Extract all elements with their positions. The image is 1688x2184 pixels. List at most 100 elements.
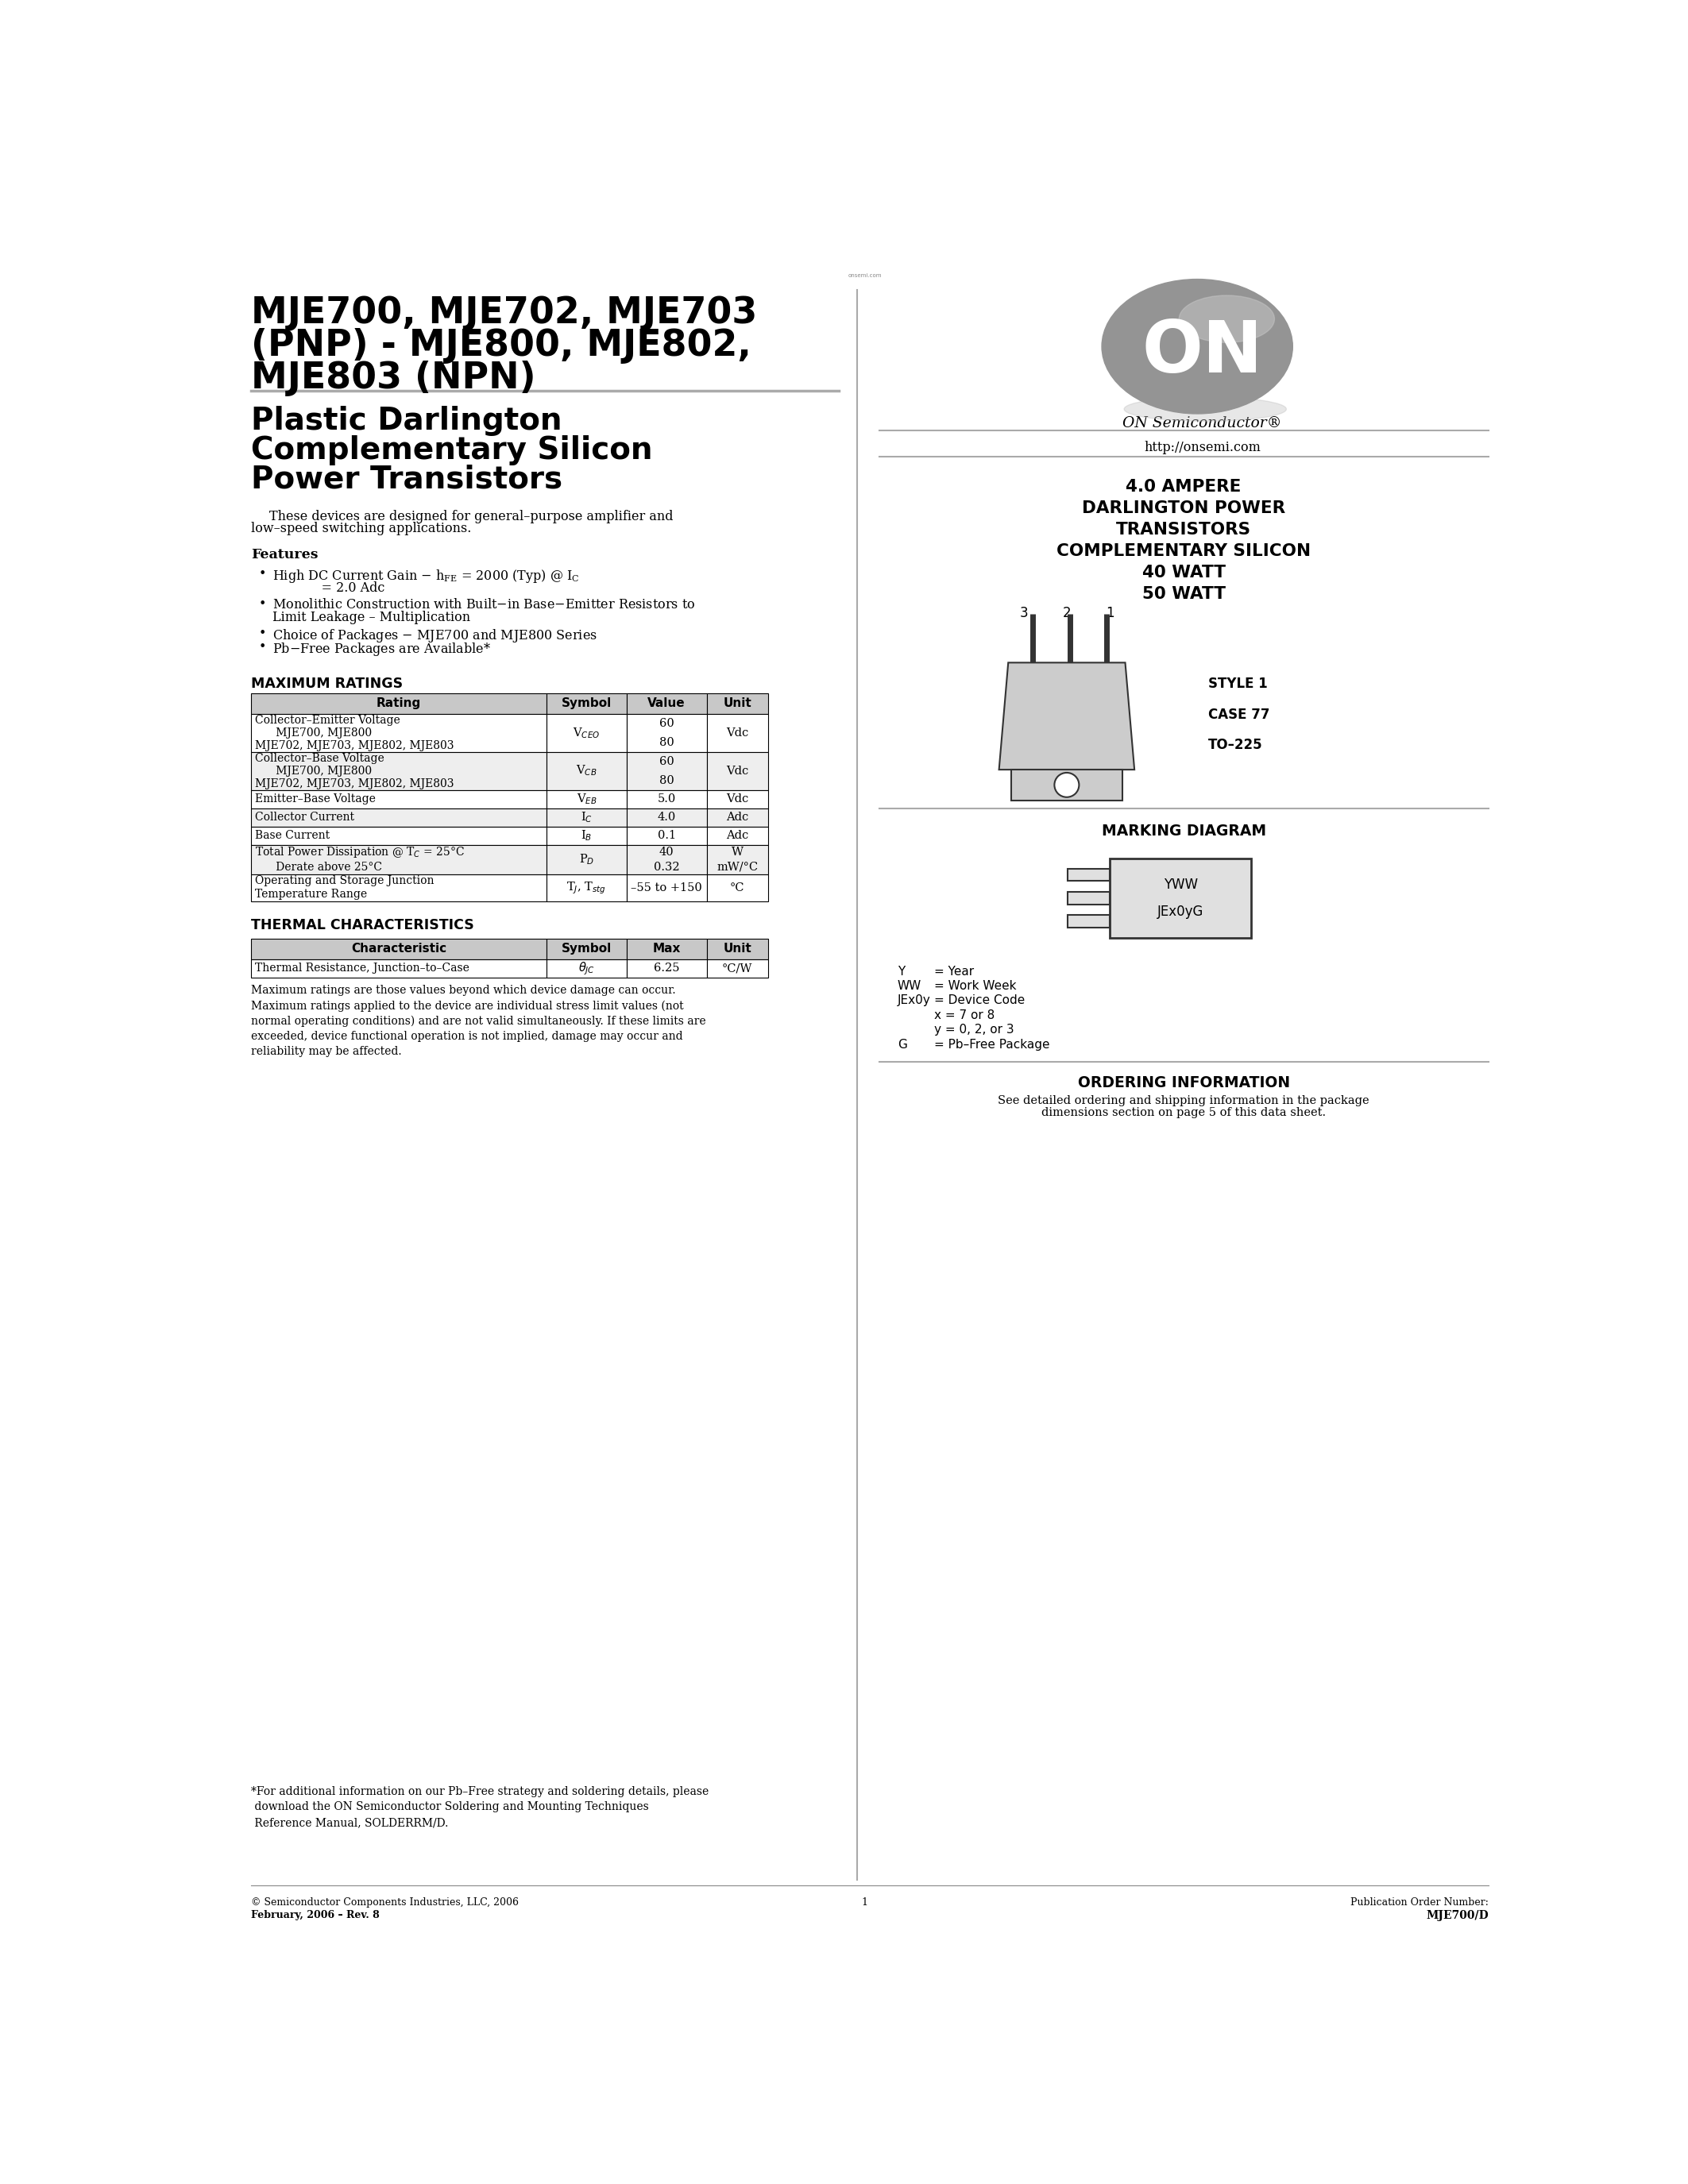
- Text: •: •: [258, 568, 267, 579]
- Ellipse shape: [1200, 352, 1205, 354]
- Text: 1: 1: [861, 1898, 868, 1907]
- Text: Value: Value: [648, 697, 685, 710]
- FancyBboxPatch shape: [626, 826, 707, 845]
- Text: •: •: [258, 627, 267, 640]
- Text: 0.1: 0.1: [657, 830, 675, 841]
- Text: 1: 1: [1106, 605, 1114, 620]
- Text: 4.0: 4.0: [657, 812, 675, 823]
- Text: Thermal Resistance, Junction–to–Case: Thermal Resistance, Junction–to–Case: [255, 963, 469, 974]
- Text: MARKING DIAGRAM: MARKING DIAGRAM: [1101, 823, 1266, 839]
- Text: I$_{B}$: I$_{B}$: [581, 828, 592, 843]
- Text: = Device Code: = Device Code: [935, 994, 1025, 1007]
- Ellipse shape: [1128, 297, 1269, 397]
- Ellipse shape: [1161, 323, 1239, 378]
- Text: Publication Order Number:: Publication Order Number:: [1350, 1898, 1489, 1907]
- Text: onsemi.com: onsemi.com: [847, 273, 881, 277]
- Text: W: W: [731, 847, 743, 858]
- FancyBboxPatch shape: [252, 751, 547, 791]
- Text: 60: 60: [658, 719, 674, 729]
- Text: mW/°C: mW/°C: [717, 860, 758, 871]
- Text: ON Semiconductor®: ON Semiconductor®: [1123, 417, 1281, 430]
- Text: Temperature Range: Temperature Range: [255, 889, 366, 900]
- Text: •: •: [258, 598, 267, 609]
- Text: Total Power Dissipation @ T$_{C}$ = 25°C: Total Power Dissipation @ T$_{C}$ = 25°C: [255, 845, 464, 858]
- FancyBboxPatch shape: [626, 845, 707, 874]
- Text: Monolithic Construction with Built$-$in Base$-$Emitter Resistors to: Monolithic Construction with Built$-$in …: [272, 598, 695, 612]
- Text: 4.0 AMPERE: 4.0 AMPERE: [1126, 478, 1241, 496]
- Text: = Year: = Year: [935, 965, 974, 976]
- Text: Collector–Base Voltage: Collector–Base Voltage: [255, 753, 383, 764]
- Text: Plastic Darlington: Plastic Darlington: [252, 406, 562, 437]
- FancyBboxPatch shape: [707, 845, 768, 874]
- Polygon shape: [999, 662, 1134, 769]
- FancyBboxPatch shape: [626, 714, 707, 751]
- Text: = Work Week: = Work Week: [935, 981, 1016, 992]
- Text: DARLINGTON POWER: DARLINGTON POWER: [1082, 500, 1286, 515]
- FancyBboxPatch shape: [626, 791, 707, 808]
- Ellipse shape: [1114, 288, 1281, 406]
- FancyBboxPatch shape: [252, 808, 547, 826]
- Text: 5.0: 5.0: [657, 793, 675, 804]
- Text: Operating and Storage Junction: Operating and Storage Junction: [255, 876, 434, 887]
- Text: Rating: Rating: [376, 697, 420, 710]
- FancyBboxPatch shape: [252, 874, 547, 902]
- FancyBboxPatch shape: [252, 791, 547, 808]
- FancyBboxPatch shape: [707, 751, 768, 791]
- Text: 3: 3: [1020, 605, 1028, 620]
- FancyBboxPatch shape: [707, 808, 768, 826]
- Ellipse shape: [1139, 306, 1259, 391]
- FancyBboxPatch shape: [547, 751, 626, 791]
- Ellipse shape: [1175, 332, 1227, 369]
- Text: 40: 40: [658, 847, 674, 858]
- Text: Vdc: Vdc: [726, 727, 748, 738]
- FancyBboxPatch shape: [252, 826, 547, 845]
- FancyBboxPatch shape: [707, 959, 768, 978]
- Ellipse shape: [1197, 349, 1207, 356]
- Text: x = 7 or 8: x = 7 or 8: [935, 1009, 994, 1022]
- Text: These devices are designed for general–purpose amplifier and: These devices are designed for general–p…: [270, 509, 674, 524]
- Ellipse shape: [1104, 282, 1290, 413]
- Text: Adc: Adc: [726, 830, 748, 841]
- Text: Vdc: Vdc: [726, 764, 748, 778]
- FancyBboxPatch shape: [707, 791, 768, 808]
- Text: P$_{D}$: P$_{D}$: [579, 852, 594, 867]
- FancyBboxPatch shape: [626, 874, 707, 902]
- Ellipse shape: [1144, 310, 1254, 389]
- FancyBboxPatch shape: [626, 939, 707, 959]
- FancyBboxPatch shape: [547, 939, 626, 959]
- FancyBboxPatch shape: [1069, 915, 1109, 928]
- FancyBboxPatch shape: [626, 808, 707, 826]
- FancyBboxPatch shape: [707, 939, 768, 959]
- Text: = Pb–Free Package: = Pb–Free Package: [935, 1040, 1050, 1051]
- Text: 60: 60: [658, 756, 674, 767]
- Ellipse shape: [1160, 321, 1241, 378]
- Ellipse shape: [1119, 293, 1276, 404]
- FancyBboxPatch shape: [547, 874, 626, 902]
- Text: –55 to +150: –55 to +150: [631, 882, 702, 893]
- Ellipse shape: [1150, 314, 1249, 384]
- Text: °C: °C: [729, 882, 744, 893]
- Text: V$_{CB}$: V$_{CB}$: [576, 764, 598, 778]
- FancyBboxPatch shape: [547, 808, 626, 826]
- Text: TO–225: TO–225: [1209, 738, 1263, 751]
- Text: I$_{C}$: I$_{C}$: [581, 810, 592, 823]
- Text: © Semiconductor Components Industries, LLC, 2006: © Semiconductor Components Industries, L…: [252, 1898, 518, 1907]
- Text: Collector Current: Collector Current: [255, 812, 354, 823]
- Text: Unit: Unit: [722, 943, 751, 954]
- Text: ORDERING INFORMATION: ORDERING INFORMATION: [1077, 1075, 1290, 1090]
- Ellipse shape: [1124, 295, 1273, 400]
- Text: WW: WW: [898, 981, 922, 992]
- Ellipse shape: [1151, 317, 1247, 382]
- Text: High DC Current Gain $-$ h$_{\mathregular{FE}}$ = 2000 (Typ) @ I$_{\mathregular{: High DC Current Gain $-$ h$_{\mathregula…: [272, 568, 579, 585]
- Ellipse shape: [1123, 295, 1274, 402]
- Text: *For additional information on our Pb–Free strategy and soldering details, pleas: *For additional information on our Pb–Fr…: [252, 1787, 709, 1828]
- Circle shape: [1055, 773, 1079, 797]
- FancyBboxPatch shape: [547, 959, 626, 978]
- Ellipse shape: [1192, 345, 1212, 358]
- Text: low–speed switching applications.: low–speed switching applications.: [252, 522, 471, 535]
- Text: = 2.0 Adc: = 2.0 Adc: [272, 581, 385, 594]
- Ellipse shape: [1117, 290, 1280, 404]
- FancyBboxPatch shape: [547, 845, 626, 874]
- Text: MJE700, MJE800: MJE700, MJE800: [255, 764, 371, 778]
- Ellipse shape: [1195, 347, 1209, 358]
